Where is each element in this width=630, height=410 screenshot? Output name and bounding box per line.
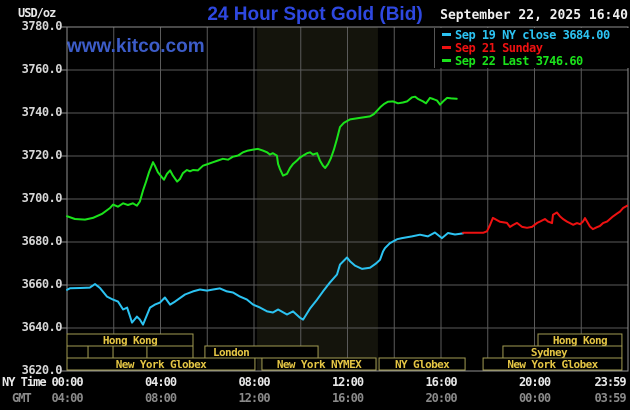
datetime-label: September 22, 2025 16:40 — [440, 8, 628, 23]
y-tick-label: 3680.0 — [21, 234, 63, 248]
session-label: New York NYMEX — [277, 358, 362, 371]
x-tick-gmt-label: 20:00 — [425, 391, 457, 405]
legend-row-sep21: Sep 21 Sunday — [440, 40, 630, 55]
series-line-sep-22 — [66, 95, 458, 221]
session-box — [87, 345, 114, 359]
legend-row-sep22: Sep 22 Last 3746.60 — [440, 53, 630, 68]
session-label: Sydney — [531, 346, 568, 359]
y-tick-label: 3700.0 — [21, 191, 63, 205]
y-tick-label: 3760.0 — [21, 62, 63, 76]
session-label: NY Globex — [395, 358, 450, 371]
gmt-axis-label: GMT — [12, 391, 32, 405]
x-tick-ny-label: 20:00 — [518, 375, 551, 389]
session-box — [112, 345, 148, 359]
legend-row-sep19: Sep 19 NY close 3684.00 — [440, 27, 630, 42]
x-tick-gmt-label: 03:59 — [594, 391, 626, 405]
ny-time-axis-label: NY Time — [2, 375, 47, 389]
legend-label: Sep 19 NY close 3684.00 — [455, 27, 610, 42]
legend-label: Sep 22 Last 3746.60 — [455, 53, 583, 68]
session-box — [261, 357, 377, 371]
x-tick-gmt-label: 12:00 — [238, 391, 270, 405]
y-tick-label: 3660.0 — [21, 277, 63, 291]
session-label: London — [213, 346, 249, 359]
session-label: New York Globex — [116, 358, 207, 371]
plot-border — [66, 26, 629, 372]
x-tick-ny-label: 16:00 — [425, 375, 457, 389]
legend-dash-icon — [442, 33, 451, 36]
session-label: Hong Kong — [553, 334, 607, 347]
y-tick-label: 3720.0 — [21, 148, 63, 162]
legend-dash-icon — [442, 59, 451, 62]
x-tick-ny-label: 12:00 — [331, 375, 364, 389]
unit-label: USD/oz — [18, 6, 56, 20]
x-tick-ny-label: 08:00 — [238, 375, 270, 389]
session-box — [378, 357, 466, 371]
session-box — [482, 357, 623, 371]
legend: Sep 19 NY close 3684.00 Sep 21 Sunday Se… — [434, 28, 630, 68]
x-tick-ny-label: 23:59 — [594, 375, 626, 389]
session-box — [146, 345, 194, 359]
x-tick-gmt-label: 00:00 — [518, 391, 551, 405]
x-tick-gmt-label: 04:00 — [51, 391, 83, 405]
session-label: New York Globex — [507, 358, 598, 371]
kitco-watermark: www.kitco.com — [67, 36, 205, 57]
series-line-sep-21 — [462, 204, 629, 234]
x-tick-gmt-label: 16:00 — [331, 391, 364, 405]
legend-dash-icon — [442, 46, 451, 49]
session-box — [66, 345, 89, 359]
legend-label: Sep 21 Sunday — [455, 40, 543, 55]
series-line-sep-19 — [66, 231, 464, 326]
y-tick-label: 3640.0 — [21, 320, 63, 334]
chart-title: 24 Hour Spot Gold (Bid) — [207, 4, 423, 25]
x-tick-ny-label: 04:00 — [144, 375, 177, 389]
y-tick-label: 3620.0 — [21, 363, 63, 377]
x-tick-gmt-label: 08:00 — [144, 391, 177, 405]
y-tick-label: 3780.0 — [21, 19, 63, 33]
y-tick-label: 3740.0 — [21, 105, 63, 119]
session-box — [66, 357, 256, 371]
session-label: Hong Kong — [103, 334, 157, 347]
x-tick-ny-label: 00:00 — [51, 375, 83, 389]
